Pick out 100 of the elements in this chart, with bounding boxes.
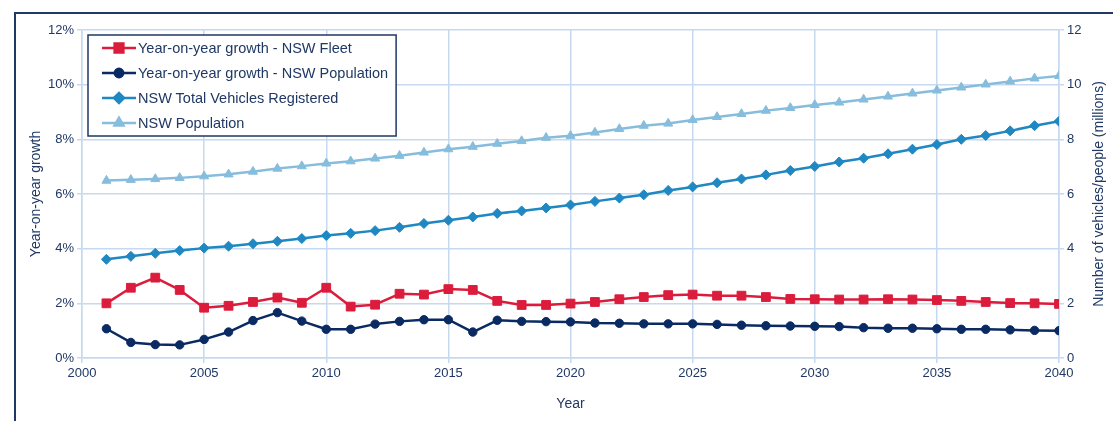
point xyxy=(272,307,283,318)
point xyxy=(614,294,625,305)
point xyxy=(126,337,136,348)
point xyxy=(467,211,479,223)
point xyxy=(174,285,185,295)
point xyxy=(149,247,161,259)
point xyxy=(932,324,942,334)
point xyxy=(516,205,528,217)
point xyxy=(907,294,918,305)
point xyxy=(345,324,356,334)
point xyxy=(541,316,551,327)
x-tick-label: 2010 xyxy=(311,365,341,381)
point xyxy=(272,162,283,172)
point xyxy=(467,141,478,150)
point xyxy=(199,170,210,180)
point xyxy=(174,245,186,257)
point xyxy=(760,169,772,181)
y-axis-title: Year-on-year growth xyxy=(27,130,44,258)
point xyxy=(834,96,845,106)
point xyxy=(1029,120,1041,132)
point xyxy=(516,300,527,310)
point xyxy=(150,173,161,183)
point xyxy=(712,111,723,121)
point xyxy=(858,294,869,305)
point xyxy=(931,139,943,151)
point xyxy=(101,324,112,334)
point xyxy=(687,114,698,124)
point xyxy=(638,189,650,201)
x-tick-label: 2005 xyxy=(189,365,219,381)
point xyxy=(198,242,210,254)
point xyxy=(394,150,405,159)
point xyxy=(785,321,796,331)
point xyxy=(858,152,870,164)
x-tick-label: 2040 xyxy=(1044,365,1074,381)
point xyxy=(271,235,283,247)
point xyxy=(906,143,918,155)
point xyxy=(125,174,136,183)
point xyxy=(247,238,259,250)
point xyxy=(883,323,893,333)
point xyxy=(467,285,478,295)
x-tick-label: 2020 xyxy=(556,365,585,381)
point xyxy=(492,295,503,306)
point xyxy=(736,320,747,330)
point xyxy=(590,318,600,328)
point xyxy=(491,207,503,219)
point xyxy=(1005,75,1016,85)
y-tick-label: 0% xyxy=(55,349,75,365)
point xyxy=(565,298,576,309)
x-tick-label: 2035 xyxy=(922,365,952,381)
y2-tick-label: 6 xyxy=(1067,185,1075,201)
point xyxy=(565,199,576,211)
point xyxy=(321,157,332,167)
point xyxy=(1029,72,1040,82)
point xyxy=(956,295,967,306)
point xyxy=(833,156,845,168)
x-tick-label: 2030 xyxy=(800,365,830,381)
point xyxy=(223,300,234,311)
point xyxy=(711,177,723,189)
point xyxy=(370,152,381,162)
point xyxy=(443,315,454,325)
point xyxy=(907,87,918,97)
point xyxy=(638,119,649,129)
point xyxy=(541,131,552,141)
point xyxy=(589,126,600,136)
point xyxy=(663,290,674,301)
point xyxy=(639,319,649,329)
point xyxy=(736,108,747,118)
y2-axis-title: Number of vehicles/people (millions) xyxy=(1089,81,1106,307)
point xyxy=(858,93,869,103)
point xyxy=(320,230,332,242)
point xyxy=(345,301,356,312)
point xyxy=(248,297,258,307)
point xyxy=(663,319,673,329)
point xyxy=(687,319,698,329)
point xyxy=(150,339,160,350)
point xyxy=(956,81,967,91)
point xyxy=(761,292,771,302)
point xyxy=(418,218,430,230)
point xyxy=(883,90,894,100)
point xyxy=(394,288,405,299)
point xyxy=(223,327,234,337)
point xyxy=(980,78,991,88)
y-tick-label: 10% xyxy=(47,76,75,92)
point xyxy=(468,327,478,337)
legend-label: Year-on-year growth - NSW Population xyxy=(138,65,389,81)
point xyxy=(345,227,357,239)
point xyxy=(736,290,747,301)
point xyxy=(101,298,112,309)
y-tick-label: 8% xyxy=(55,130,75,146)
x-tick-label: 2000 xyxy=(67,365,97,381)
point xyxy=(321,324,331,334)
y2-tick-label: 12 xyxy=(1067,21,1082,37)
point xyxy=(1029,325,1040,336)
point xyxy=(199,302,210,313)
point xyxy=(834,294,845,305)
point xyxy=(956,324,966,334)
y2-tick-label: 4 xyxy=(1067,240,1075,256)
point xyxy=(590,297,600,307)
point xyxy=(101,174,112,184)
point xyxy=(687,181,699,193)
